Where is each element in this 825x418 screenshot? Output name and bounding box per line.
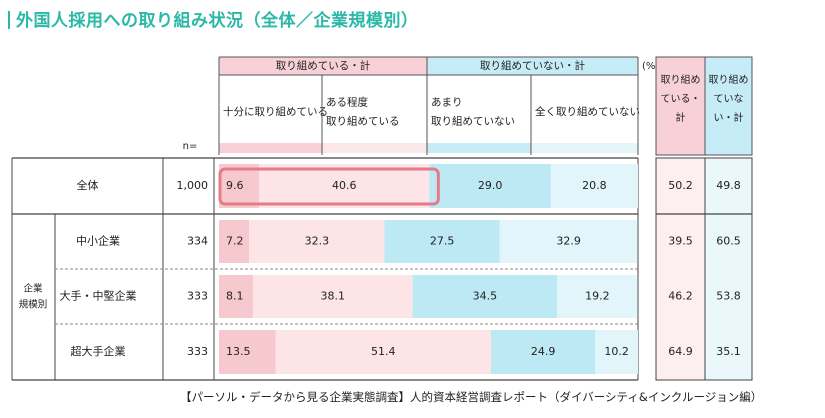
category-header-1-line-1: 十分に取り組めている: [223, 105, 328, 118]
category-header-3-line-2: 取り組めていない: [431, 115, 515, 128]
row-label-4: 超大手企業: [71, 344, 126, 358]
bar-segment-r4-s2: [275, 330, 491, 374]
bar-label-r1-s4: 20.8: [582, 179, 607, 192]
bar-segment-r3-s1: [219, 275, 253, 318]
summary-value-r1-c1: 50.2: [668, 179, 693, 192]
bar-segment-r2-s3: [384, 220, 500, 263]
bar-segment-r2-s1: [219, 220, 250, 263]
title-accent-bar: [8, 11, 10, 29]
summary-value-r4-c2: 35.1: [716, 345, 741, 358]
group-label-line-1: 企業: [23, 283, 43, 295]
category-header-2-line-1: ある程度: [326, 96, 368, 109]
category-swatch-4: [531, 143, 638, 153]
header-group-negative: 取り組めていない・計: [480, 59, 585, 72]
header-group-positive: 取り組めている・計: [276, 59, 371, 72]
source-note: 【パーソル・データから見る企業実態調査】人的資本経営調査レポート（ダイバーシティ…: [180, 390, 763, 404]
summary-header-bg-1: [656, 57, 705, 155]
summary-header-2-line-3: い・計: [714, 111, 744, 124]
row-n-1: 1,000: [177, 179, 209, 192]
summary-header-frame: [655, 56, 753, 156]
header-group-bg-positive: [219, 57, 427, 75]
bar-segment-r4-s3: [490, 330, 596, 374]
bar-label-r4-s3: 24.9: [531, 345, 556, 358]
summary-value-r3-c1: 46.2: [668, 290, 693, 303]
category-swatch-2: [322, 143, 427, 153]
bar-segment-r3-s4: [557, 275, 638, 318]
bar-label-r4-s4: 10.2: [604, 345, 629, 358]
chart-title-text: 外国人採用への取り組み状況（全体／企業規模別）: [16, 11, 419, 31]
highlight-box: [218, 167, 440, 206]
header-group-bg-negative: [427, 57, 638, 75]
bar-segment-r3-s3: [412, 275, 558, 318]
summary-body-frame: [655, 157, 753, 381]
bar-label-r2-s2: 32.3: [305, 235, 330, 248]
bar-label-r3-s4: 19.2: [585, 290, 610, 303]
summary-value-r2-c2: 60.5: [716, 235, 741, 248]
row-n-4: 333: [187, 345, 208, 358]
unit-label: (%): [642, 61, 659, 72]
n-label: n=: [183, 141, 198, 152]
bar-label-r2-s3: 27.5: [430, 235, 455, 248]
summary-header-bg-2: [705, 57, 752, 155]
bar-label-r3-s3: 34.5: [473, 290, 498, 303]
row-n-2: 334: [187, 235, 208, 248]
bar-segment-r1-s3: [429, 164, 551, 208]
group-label-line-2: 規模別: [19, 299, 48, 311]
bar-label-r3-s2: 38.1: [321, 290, 346, 303]
chart-title: 外国人採用への取り組み状況（全体／企業規模別）: [8, 6, 419, 31]
summary-body-bg-1: [656, 158, 705, 380]
summary-body-bg-2: [705, 158, 752, 380]
bar-label-r2-s4: 32.9: [556, 235, 581, 248]
bar-label-r2-s1: 7.2: [226, 235, 244, 248]
row-n-3: 333: [187, 290, 208, 303]
summary-value-r2-c1: 39.5: [668, 235, 693, 248]
category-header-3-line-1: あまり: [431, 97, 463, 109]
bar-segment-r3-s2: [252, 275, 413, 318]
bar-segment-r2-s2: [249, 220, 385, 263]
summary-value-r3-c2: 53.8: [716, 290, 741, 303]
category-swatch-3: [427, 143, 531, 153]
category-swatch-1: [219, 143, 322, 153]
summary-header-1-line-1: 取り組め: [661, 73, 701, 86]
bar-label-r4-s1: 13.5: [226, 345, 251, 358]
summary-header-1-line-2: ている・: [661, 93, 701, 105]
summary-value-r1-c2: 49.8: [716, 179, 741, 192]
bar-segment-r4-s4: [595, 330, 638, 374]
bar-segment-r1-s4: [550, 164, 638, 208]
bar-label-r1-s2: 40.6: [332, 179, 357, 192]
summary-header-2-line-2: ていな: [714, 93, 744, 105]
summary-header-2-line-1: 取り組め: [709, 73, 749, 86]
summary-header-1-line-3: 計: [676, 111, 686, 124]
bar-segment-r1-s1: [219, 164, 260, 208]
bar-label-r1-s1: 9.6: [226, 179, 244, 192]
category-header-4-line-1: 全く取り組めていない: [535, 105, 640, 118]
row-label-1: 全体: [77, 178, 99, 192]
bar-segment-r2-s4: [499, 220, 638, 263]
bar-label-r3-s1: 8.1: [226, 290, 244, 303]
category-header-2-line-2: 取り組めている: [326, 115, 400, 128]
bar-segment-r4-s1: [219, 330, 276, 374]
summary-value-r4-c1: 64.9: [668, 345, 693, 358]
bar-label-r1-s3: 29.0: [478, 179, 503, 192]
bar-segment-r1-s2: [259, 164, 430, 208]
row-label-2: 中小企業: [76, 234, 120, 248]
bar-label-r4-s2: 51.4: [371, 345, 396, 358]
row-label-3: 大手・中堅企業: [60, 289, 137, 303]
